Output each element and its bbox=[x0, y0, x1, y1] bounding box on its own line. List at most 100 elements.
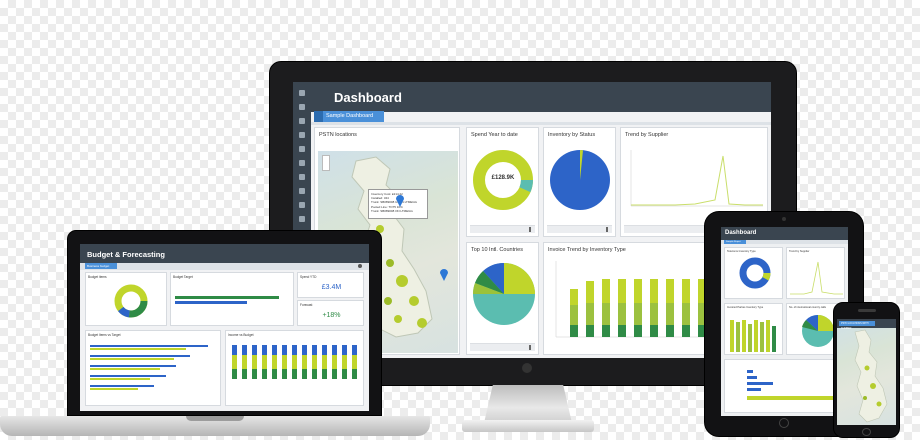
panel-invoiced-parties: Invoiced Parties Inventory Type bbox=[724, 303, 783, 355]
gear-icon[interactable] bbox=[358, 264, 362, 268]
panel-title: Invoice Trend by Inventory Type bbox=[548, 247, 626, 253]
popup-line: Trunk: SB089008 ON LTMEGG bbox=[371, 208, 413, 213]
phone-icon[interactable] bbox=[299, 202, 305, 208]
bar-group bbox=[618, 279, 626, 337]
series-line bbox=[631, 155, 763, 206]
more-icon[interactable] bbox=[606, 227, 608, 232]
trend-line-chart bbox=[790, 261, 843, 295]
pie-slice bbox=[818, 315, 834, 331]
pie-slice bbox=[802, 320, 818, 331]
tab-label: Sample Dashboard bbox=[326, 113, 374, 119]
grid-icon[interactable] bbox=[299, 118, 305, 124]
budget-donut-chart bbox=[114, 284, 148, 318]
panel-spend-ytd: Spend YTD £3.4M bbox=[297, 272, 364, 298]
popup-line: Trunk: SB089008 UPON LTMEGG bbox=[371, 200, 418, 205]
panel-footer bbox=[470, 225, 535, 233]
target-bar-chart bbox=[175, 296, 279, 304]
more-icon[interactable] bbox=[529, 345, 531, 350]
panel-budget-vs-target: Budget Items vs Target bbox=[85, 330, 221, 406]
budget-target-bar-chart bbox=[90, 345, 208, 390]
bar-group bbox=[342, 345, 347, 379]
chart-icon[interactable] bbox=[299, 146, 305, 152]
map-cluster-marker bbox=[394, 315, 402, 323]
panel-title: Spend Year to date bbox=[471, 132, 518, 138]
bar-group bbox=[602, 279, 610, 337]
folder-icon[interactable] bbox=[299, 188, 305, 194]
bar bbox=[90, 375, 166, 377]
app-header: Dashboard bbox=[311, 82, 771, 112]
panel-footer bbox=[470, 343, 535, 351]
spend-ytd-value: £3.4M bbox=[321, 284, 342, 291]
briefcase-icon[interactable] bbox=[299, 132, 305, 138]
telecoms-donut-chart bbox=[739, 257, 771, 289]
monitor-logo bbox=[522, 363, 532, 373]
monitor-stand bbox=[484, 385, 572, 423]
panel-title: Trend by Supplier bbox=[789, 250, 810, 253]
bar bbox=[175, 301, 247, 304]
popup-line: Pooled Line: TO75 10% bbox=[371, 204, 403, 209]
panel-title: No. of international country calls bbox=[789, 306, 826, 309]
bar-group bbox=[262, 345, 267, 379]
bar-group bbox=[730, 320, 776, 352]
panel-trend-supplier: Trend by Supplier bbox=[786, 247, 845, 299]
tab-pstn-locations[interactable]: PSTN LOCATIONS WITH NUMBER bbox=[839, 321, 875, 330]
panel-top10-countries: Top 10 Intl. Countries bbox=[466, 242, 539, 355]
map-cluster-marker bbox=[870, 383, 876, 389]
tab-sample-dashboard[interactable]: Sample Dashboard bbox=[314, 111, 384, 122]
tablet-camera bbox=[782, 217, 786, 221]
countries-pie-chart bbox=[472, 262, 535, 325]
pie-slice bbox=[483, 262, 504, 294]
pie-slice bbox=[806, 314, 818, 331]
map-cluster-marker bbox=[386, 259, 394, 267]
income-stacked-bar-chart bbox=[232, 345, 357, 379]
bar-group bbox=[252, 345, 257, 379]
bar bbox=[90, 345, 208, 347]
bar bbox=[90, 378, 150, 380]
trend-line-chart bbox=[630, 150, 763, 207]
map-zoom-control[interactable] bbox=[322, 155, 330, 171]
map-pin-icon bbox=[396, 195, 404, 207]
tablet-screen: Dashboard Sample Report Telecoms Invento… bbox=[721, 227, 848, 416]
bar-group bbox=[682, 279, 690, 337]
inventory-pie-chart bbox=[550, 150, 610, 210]
pie-slice bbox=[580, 150, 583, 180]
tablet-home-button[interactable] bbox=[779, 418, 789, 428]
panel-forecast: Forecast +18% bbox=[297, 300, 364, 326]
bar bbox=[747, 370, 753, 373]
tab-sample-report[interactable]: Sample Report bbox=[724, 240, 746, 244]
intl-horizontal-bar-chart bbox=[747, 370, 837, 400]
laptop-screen: Budget & Forecasting Business budget Bud… bbox=[80, 244, 369, 411]
pie-slice bbox=[504, 263, 535, 294]
map-cluster-marker bbox=[396, 275, 408, 287]
panel-title: Income vs Budget bbox=[228, 333, 254, 337]
bar-group bbox=[282, 345, 287, 379]
phone-home-button[interactable] bbox=[862, 428, 871, 436]
popup-line: Installed: 344 bbox=[371, 196, 389, 201]
bar bbox=[747, 396, 837, 400]
app-header: Budget & Forecasting bbox=[80, 244, 369, 264]
trash-icon[interactable] bbox=[299, 216, 305, 222]
phone-map-view[interactable] bbox=[837, 328, 896, 425]
search-icon[interactable] bbox=[299, 104, 305, 110]
bar-group bbox=[698, 279, 706, 337]
bar-group bbox=[666, 279, 674, 337]
tab-business-budget[interactable]: Business budget bbox=[85, 263, 117, 269]
list-icon[interactable] bbox=[299, 174, 305, 180]
chevron-down-icon[interactable] bbox=[314, 111, 323, 122]
bar-group bbox=[302, 345, 307, 379]
panel-title: PSTN locations bbox=[319, 132, 357, 138]
more-icon[interactable] bbox=[529, 227, 531, 232]
home-icon[interactable] bbox=[299, 90, 305, 96]
pin-icon[interactable] bbox=[299, 160, 305, 166]
bar-group bbox=[322, 345, 327, 379]
panel-title: Telecoms Inventory Type bbox=[727, 250, 756, 253]
panel-title: Budget Target bbox=[173, 275, 193, 279]
map-cluster-marker bbox=[417, 318, 427, 328]
map-cluster-marker bbox=[876, 401, 882, 407]
panel-title: Trend by Supplier bbox=[625, 132, 669, 138]
bar-group bbox=[292, 345, 297, 379]
bar-group bbox=[242, 345, 247, 379]
panel-spend-ytd: Spend Year to date £128.9K bbox=[466, 127, 539, 237]
series-line bbox=[790, 261, 843, 295]
panel-title: Forecast bbox=[300, 303, 313, 307]
